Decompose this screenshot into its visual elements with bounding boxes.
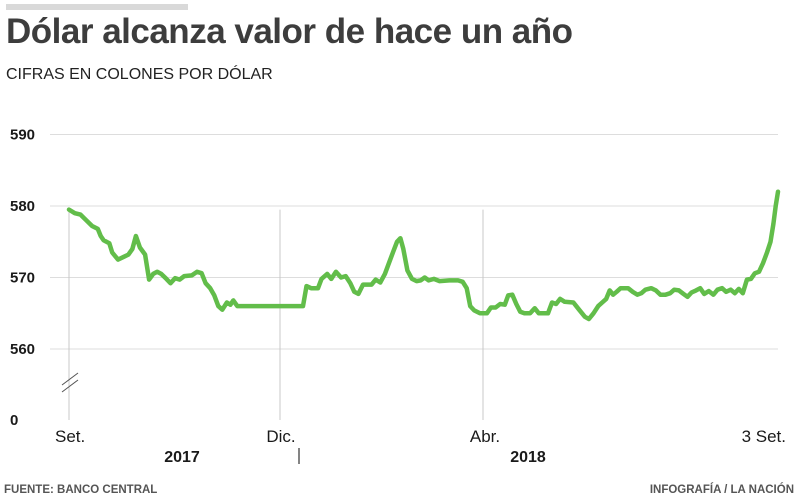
- x-tick-label: 3 Set.: [742, 427, 786, 446]
- y-tick-label: 580: [10, 198, 35, 215]
- axis-break-mark: [61, 379, 79, 393]
- year-label: 2018: [510, 449, 546, 466]
- chart-subtitle: CIFRAS EN COLONES POR DÓLAR: [6, 66, 273, 83]
- x-tick-label: Abr.: [470, 427, 500, 446]
- y-tick-label: 590: [10, 127, 35, 144]
- y-tick-label: 0: [10, 412, 18, 429]
- series-line: [66, 189, 781, 322]
- line-chart: 590 580 570 560 0 Set. Dic. Abr. 3 Set. 2017 2018: [10, 127, 786, 467]
- year-label: 2017: [164, 449, 200, 466]
- x-tick-label: Dic.: [266, 427, 295, 446]
- chart-title: Dólar alcanza valor de hace un año: [6, 12, 573, 51]
- y-tick-label: 560: [10, 341, 35, 358]
- y-tick-label: 570: [10, 270, 35, 287]
- x-tick-label: Set.: [55, 427, 85, 446]
- axis-break-mark: [61, 372, 79, 386]
- top-accent-bar: [6, 4, 188, 10]
- credit-note: INFOGRAFÍA / LA NACIÓN: [649, 484, 794, 496]
- source-note: FUENTE: BANCO CENTRAL: [4, 484, 158, 496]
